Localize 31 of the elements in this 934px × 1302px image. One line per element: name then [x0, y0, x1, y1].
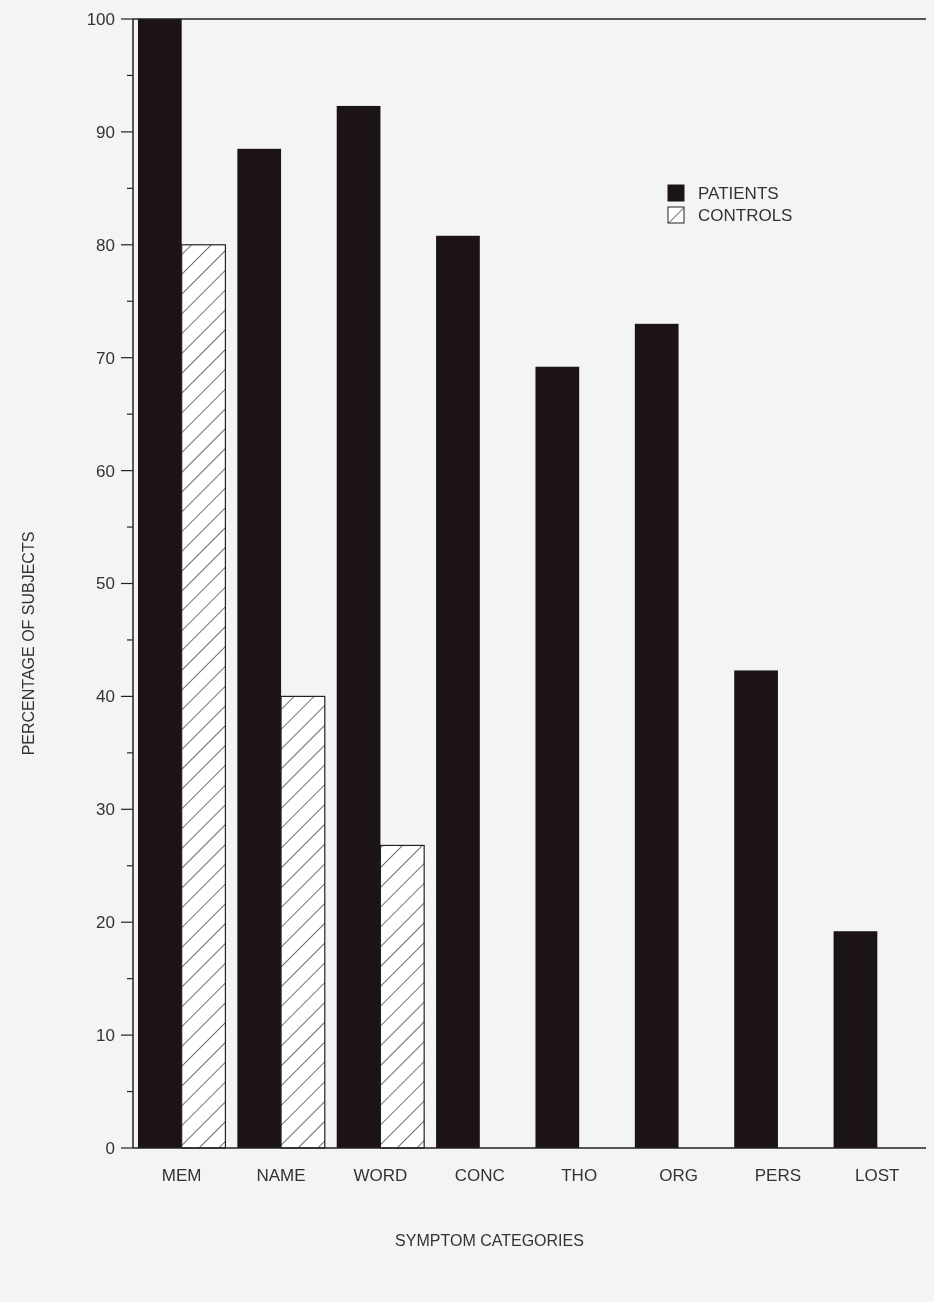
bar [137, 19, 182, 1148]
bar [833, 931, 878, 1148]
y-tick-label: 10 [96, 1026, 115, 1046]
y-tick-label: 60 [96, 461, 115, 481]
bar [237, 148, 282, 1148]
y-tick-label: 100 [86, 9, 115, 29]
bar [734, 670, 778, 1148]
y-tick-label: 0 [105, 1138, 115, 1158]
x-tick-label: ORG [659, 1166, 698, 1185]
y-tick-label: 20 [96, 913, 115, 933]
legend-label: CONTROLS [698, 205, 793, 225]
x-tick-label: NAME [256, 1166, 306, 1185]
x-tick-label: CONC [454, 1166, 505, 1185]
bar [436, 235, 480, 1148]
x-tick-label: MEM [161, 1166, 202, 1185]
legend-label: PATIENTS [698, 183, 779, 203]
bar [336, 105, 381, 1148]
x-tick-label: WORD [353, 1166, 408, 1185]
x-tick-label: THO [561, 1166, 598, 1185]
x-tick-label: LOST [855, 1166, 900, 1185]
x-axis-title: SYMPTOM CATEGORIES [395, 1232, 584, 1249]
bar [535, 366, 580, 1148]
y-tick-label: 80 [96, 235, 115, 255]
x-tick-label: PERS [754, 1166, 802, 1185]
bar [634, 323, 679, 1148]
y-tick-label: 30 [96, 800, 115, 820]
y-tick-label: 90 [96, 122, 115, 142]
y-tick-label: 50 [96, 574, 115, 594]
y-tick-label: 40 [96, 687, 115, 707]
y-tick-label: 70 [96, 348, 115, 368]
y-axis-title: PERCENTAGE OF SUBJECTS [20, 531, 37, 756]
